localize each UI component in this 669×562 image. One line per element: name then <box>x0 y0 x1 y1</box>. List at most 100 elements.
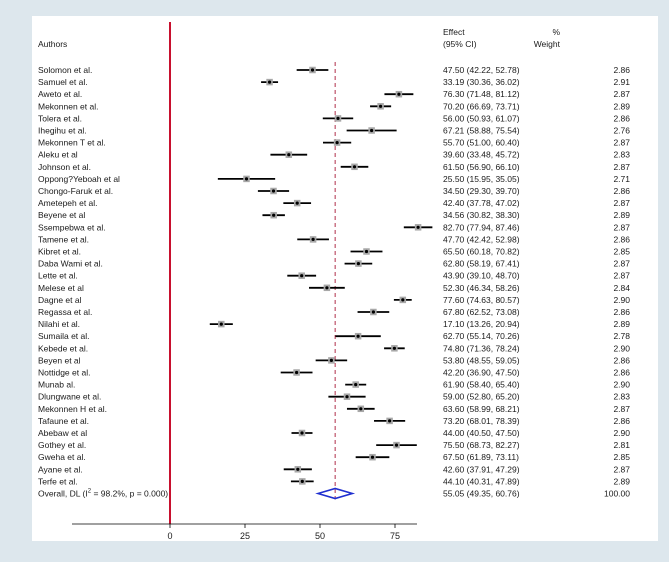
study-point-estimate <box>388 419 392 423</box>
study-weight: 2.87 <box>613 138 630 148</box>
study-effect-ci: 55.70 (51.00, 60.40) <box>443 138 520 148</box>
study-label: Aweto et al. <box>38 89 82 99</box>
header-authors: Authors <box>38 39 67 49</box>
study-effect-ci: 59.00 (52.80, 65.20) <box>443 392 520 402</box>
study-label: Lette et al. <box>38 271 78 281</box>
study-effect-ci: 67.80 (62.52, 73.08) <box>443 307 520 317</box>
x-axis-tick-label: 0 <box>167 531 172 541</box>
forest-plot-panel: Authors Effect (95% CI)% Weight Solomon et … <box>32 16 658 541</box>
study-effect-ci: 34.56 (30.82, 38.30) <box>443 210 520 220</box>
study-weight: 2.89 <box>613 210 630 220</box>
study-label: Nilahi et al. <box>38 319 80 329</box>
study-label: Beyen et al <box>38 355 81 365</box>
study-effect-ci: 82.70 (77.94, 87.46) <box>443 222 520 232</box>
study-point-estimate <box>352 165 357 169</box>
overall-effect-ci: 55.05 (49.35, 60.76) <box>443 489 520 499</box>
study-label: Ametepeh et al. <box>38 198 98 208</box>
study-effect-ci: 67.21 (58.88, 75.54) <box>443 126 520 136</box>
study-point-estimate <box>354 383 358 387</box>
study-weight: 2.85 <box>613 247 630 257</box>
study-point-estimate <box>300 274 304 278</box>
study-point-estimate <box>401 298 405 302</box>
study-point-estimate <box>345 395 349 399</box>
study-label: Dlungwane et al. <box>38 392 101 402</box>
study-weight: 2.87 <box>613 464 630 474</box>
overall-weight: 100.00 <box>604 489 630 499</box>
study-weight: 2.89 <box>613 476 630 486</box>
study-label: Gweha et al. <box>38 452 86 462</box>
study-label: Mekonnen et al. <box>38 101 98 111</box>
study-weight: 2.86 <box>613 234 630 244</box>
x-axis-tick-label: 75 <box>390 531 400 541</box>
study-effect-ci: 75.50 (68.73, 82.27) <box>443 440 520 450</box>
study-point-estimate <box>416 225 420 229</box>
study-effect-ci: 61.90 (58.40, 65.40) <box>443 380 520 390</box>
study-label: Abebaw et al <box>38 428 87 438</box>
study-effect-ci: 56.00 (50.93, 61.07) <box>443 113 520 123</box>
study-point-estimate <box>397 92 401 96</box>
study-effect-ci: 42.40 (37.78, 47.02) <box>443 198 520 208</box>
study-point-estimate <box>272 213 276 217</box>
study-effect-ci: 63.60 (58.99, 68.21) <box>443 404 520 414</box>
study-effect-ci: 42.60 (37.91, 47.29) <box>443 464 520 474</box>
study-effect-ci: 33.19 (30.36, 36.02) <box>443 77 520 87</box>
study-effect-ci: 44.00 (40.50, 47.50) <box>443 428 520 438</box>
study-label: Oppong?Yeboah et al <box>38 174 120 184</box>
study-effect-ci: 17.10 (13.26, 20.94) <box>443 319 520 329</box>
study-point-estimate <box>310 68 315 72</box>
study-label: Nottidge et al. <box>38 368 90 378</box>
study-effect-ci: 43.90 (39.10, 48.70) <box>443 271 520 281</box>
study-weight: 2.86 <box>613 113 630 123</box>
header-weight-percent: % <box>552 27 560 37</box>
study-weight: 2.78 <box>613 331 630 341</box>
study-effect-ci: 47.70 (42.42, 52.98) <box>443 234 520 244</box>
study-effect-ci: 25.50 (15.95, 35.05) <box>443 174 520 184</box>
study-effect-ci: 67.50 (61.89, 73.11) <box>443 452 519 462</box>
study-label: Tamene et al. <box>38 234 89 244</box>
study-weight: 2.81 <box>613 440 630 450</box>
study-weight: 2.86 <box>613 416 630 426</box>
study-effect-ci: 76.30 (71.48, 81.12) <box>443 89 520 99</box>
study-effect-ci: 61.50 (56.90, 66.10) <box>443 162 520 172</box>
study-label: Sumaila et al. <box>38 331 90 341</box>
study-effect-ci: 42.20 (36.90, 47.50) <box>443 368 520 378</box>
study-label: Aleku et al <box>38 150 78 160</box>
study-point-estimate <box>359 407 363 411</box>
study-point-estimate <box>370 128 374 133</box>
study-weight: 2.87 <box>613 271 630 281</box>
study-effect-ci: 47.50 (42.22, 52.78) <box>443 65 520 75</box>
study-effect-ci: 34.50 (29.30, 39.70) <box>443 186 520 196</box>
study-weight: 2.87 <box>613 222 630 232</box>
study-label: Terfe et al. <box>38 476 78 486</box>
study-effect-ci: 73.20 (68.01, 78.39) <box>443 416 520 426</box>
study-point-estimate <box>336 116 340 120</box>
x-axis-tick-label: 25 <box>240 531 250 541</box>
study-point-estimate <box>335 141 339 145</box>
study-point-estimate <box>271 189 276 193</box>
study-point-estimate <box>329 358 333 362</box>
study-weight: 2.91 <box>613 77 630 87</box>
study-label: Kibret et al. <box>38 247 81 257</box>
study-point-estimate <box>379 104 383 108</box>
study-weight: 2.90 <box>613 343 630 353</box>
study-point-estimate <box>295 370 299 375</box>
study-weight: 2.83 <box>613 392 630 402</box>
study-weight: 2.89 <box>613 319 630 329</box>
study-label: Tafaune et al. <box>38 416 89 426</box>
study-label: Beyene et al <box>38 210 85 220</box>
study-effect-ci: 52.30 (46.34, 58.26) <box>443 283 520 293</box>
study-label: Daba Wami et al. <box>38 259 103 269</box>
study-point-estimate <box>296 467 300 471</box>
study-weight: 2.86 <box>613 368 630 378</box>
study-effect-ci: 74.80 (71.36, 78.24) <box>443 343 520 353</box>
study-point-estimate <box>295 201 299 205</box>
study-effect-ci: 44.10 (40.31, 47.89) <box>443 476 520 486</box>
study-weight: 2.90 <box>613 428 630 438</box>
study-point-estimate <box>371 310 375 314</box>
study-label: Regassa et al. <box>38 307 92 317</box>
study-weight: 2.83 <box>613 150 630 160</box>
study-weight: 2.86 <box>613 355 630 365</box>
study-weight: 2.87 <box>613 198 630 208</box>
study-label: Tolera et al. <box>38 113 82 123</box>
study-point-estimate <box>287 153 291 157</box>
